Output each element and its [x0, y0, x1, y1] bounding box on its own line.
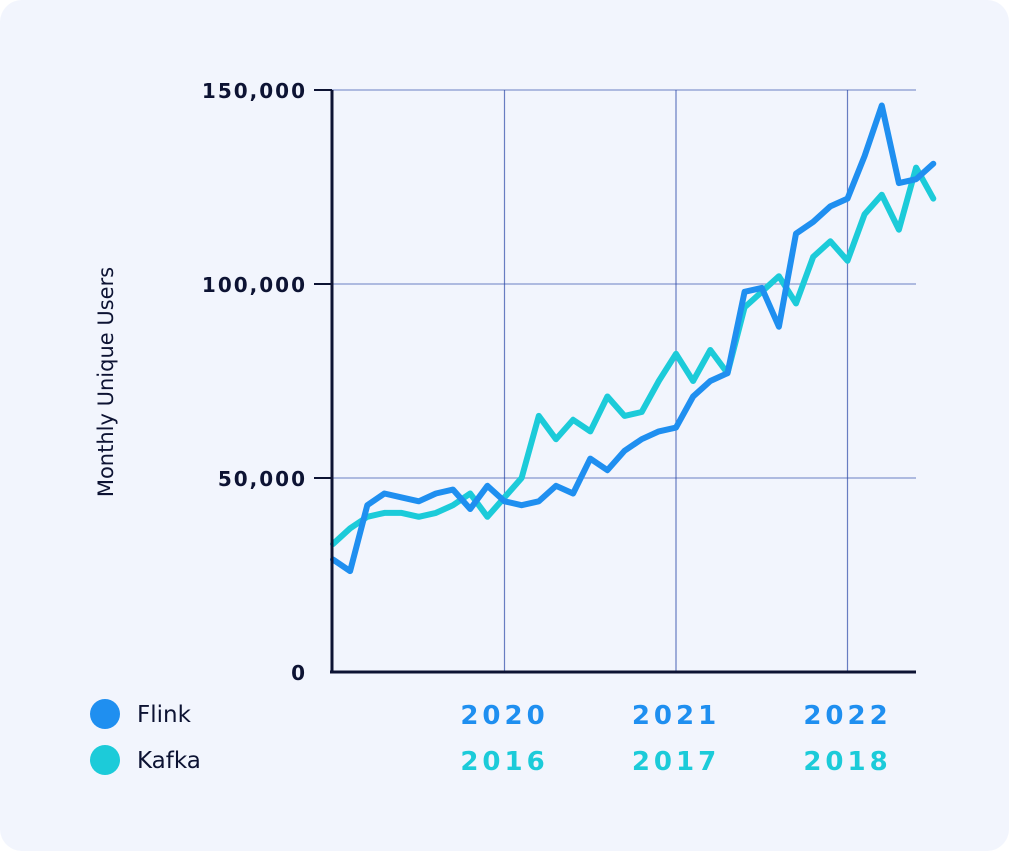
x-axis-ticks: 2020 2016 2021 2017 2022 2018	[460, 701, 891, 777]
y-axis-label: Monthly Unique Users	[94, 267, 118, 497]
grid-lines	[332, 89, 916, 672]
legend-swatch-kafka	[90, 745, 120, 775]
legend-label-flink: Flink	[137, 702, 192, 728]
x-tick-label-flink: 2022	[803, 701, 891, 731]
x-tick-label-flink: 2021	[632, 701, 720, 731]
axes	[330, 90, 916, 674]
series-line-flink	[330, 102, 937, 575]
y-tick-label: 100,000	[202, 273, 307, 297]
y-tick-label: 50,000	[218, 467, 307, 491]
legend-swatch-flink	[90, 699, 120, 729]
series-lines	[330, 102, 937, 575]
x-tick-label-flink: 2020	[460, 701, 548, 731]
x-tick-label-kafka: 2017	[632, 747, 720, 777]
y-axis-ticks: 0 50,000 100,000 150,000	[202, 79, 332, 685]
y-tick-label: 150,000	[202, 79, 307, 103]
legend: Flink Kafka	[90, 699, 201, 775]
series-line-kafka	[330, 164, 937, 547]
x-tick-label-kafka: 2018	[803, 747, 891, 777]
y-tick-label: 0	[291, 661, 307, 685]
x-tick-label-kafka: 2016	[460, 747, 548, 777]
legend-label-kafka: Kafka	[137, 748, 201, 774]
